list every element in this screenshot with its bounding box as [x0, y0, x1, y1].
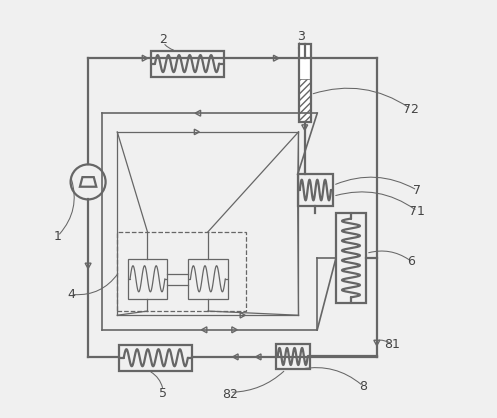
Bar	[119, 345, 192, 371]
Text: 82: 82	[222, 388, 238, 401]
Bar	[151, 51, 224, 76]
Text: 1: 1	[54, 229, 62, 242]
Bar	[336, 213, 366, 303]
Bar	[275, 344, 310, 370]
Bar	[299, 44, 311, 122]
Bar	[188, 259, 228, 298]
Bar	[117, 232, 247, 311]
Bar	[299, 79, 311, 122]
Text: 8: 8	[359, 380, 367, 393]
Bar	[128, 259, 167, 298]
Bar	[298, 174, 333, 206]
Text: 3: 3	[297, 31, 305, 43]
Text: 71: 71	[410, 204, 425, 218]
Text: 72: 72	[403, 102, 419, 115]
Text: 5: 5	[159, 387, 167, 400]
Text: 7: 7	[413, 184, 421, 197]
Text: 2: 2	[159, 33, 167, 46]
Text: 81: 81	[384, 338, 400, 351]
Text: 6: 6	[407, 255, 415, 268]
Text: 4: 4	[68, 288, 76, 301]
